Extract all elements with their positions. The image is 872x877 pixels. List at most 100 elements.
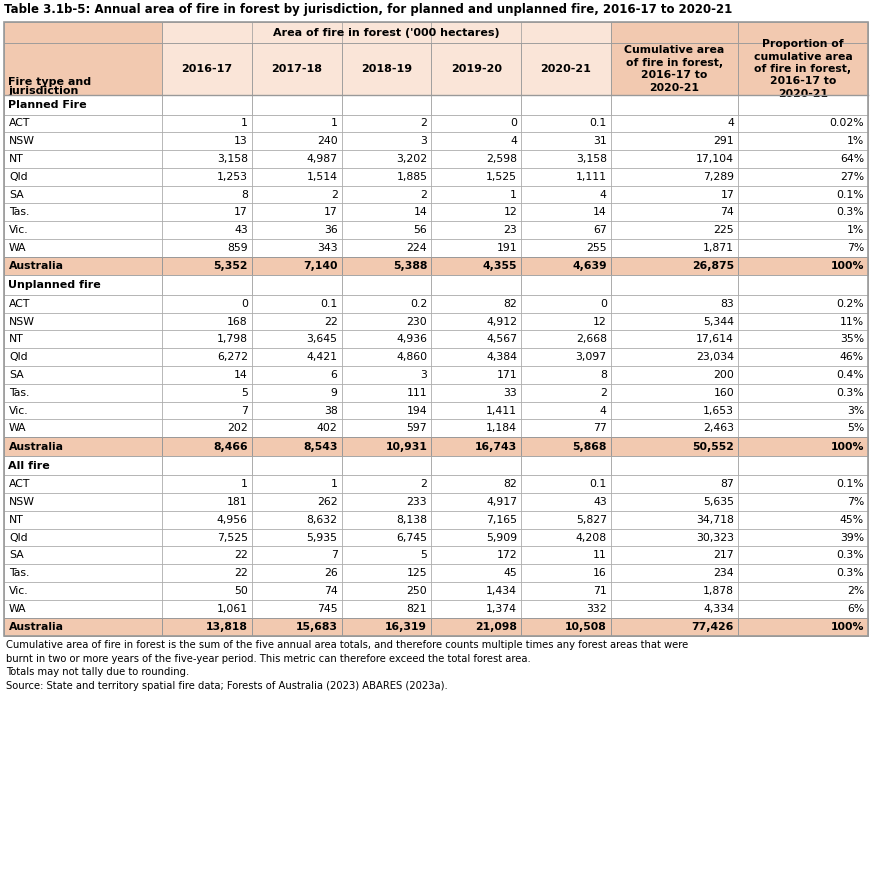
Bar <box>342 384 432 402</box>
Bar <box>4 257 162 275</box>
Bar <box>738 257 868 275</box>
Bar <box>342 331 432 348</box>
Bar <box>738 546 868 564</box>
Bar <box>162 275 252 295</box>
Bar <box>4 239 162 257</box>
Bar <box>738 295 868 313</box>
Text: Cumulative area of fire in forest is the sum of the five annual area totals, and: Cumulative area of fire in forest is the… <box>6 640 688 650</box>
Text: 13,818: 13,818 <box>206 622 248 632</box>
Text: NT: NT <box>9 154 24 164</box>
Bar <box>521 438 610 456</box>
Bar <box>162 257 252 275</box>
Bar <box>610 221 738 239</box>
Bar <box>252 115 342 132</box>
Text: 6: 6 <box>330 370 337 380</box>
Bar <box>252 150 342 168</box>
Text: Proportion of
cumulative area
of fire in forest,
2016-17 to
2020-21: Proportion of cumulative area of fire in… <box>753 39 853 99</box>
Bar <box>4 313 162 331</box>
Bar <box>432 43 521 95</box>
Text: 100%: 100% <box>830 622 864 632</box>
Text: Tas.: Tas. <box>9 388 30 398</box>
Bar <box>738 384 868 402</box>
Bar <box>252 493 342 511</box>
Bar <box>342 186 432 203</box>
Text: 12: 12 <box>593 317 607 326</box>
Bar <box>252 511 342 529</box>
Text: 191: 191 <box>496 243 517 253</box>
Bar <box>4 546 162 564</box>
Bar <box>521 582 610 600</box>
Bar <box>521 456 610 475</box>
Bar <box>738 475 868 493</box>
Bar <box>432 438 521 456</box>
Text: 14: 14 <box>593 207 607 217</box>
Bar <box>162 475 252 493</box>
Text: 4,567: 4,567 <box>486 334 517 345</box>
Text: 17: 17 <box>234 207 248 217</box>
Bar <box>738 203 868 221</box>
Bar <box>4 475 162 493</box>
Bar <box>738 186 868 203</box>
Text: 4,860: 4,860 <box>396 353 427 362</box>
Text: 16,319: 16,319 <box>385 622 427 632</box>
Bar <box>342 132 432 150</box>
Text: 291: 291 <box>713 136 734 146</box>
Bar <box>738 331 868 348</box>
Bar <box>432 313 521 331</box>
Text: 11%: 11% <box>840 317 864 326</box>
Text: 15,683: 15,683 <box>296 622 337 632</box>
Text: 4,384: 4,384 <box>486 353 517 362</box>
Text: 224: 224 <box>406 243 427 253</box>
Bar <box>162 546 252 564</box>
Text: NT: NT <box>9 334 24 345</box>
Text: 23: 23 <box>503 225 517 235</box>
Text: 8,543: 8,543 <box>303 441 337 452</box>
Bar <box>4 564 162 582</box>
Bar <box>738 132 868 150</box>
Bar <box>4 22 162 43</box>
Text: 2018-19: 2018-19 <box>361 64 412 74</box>
Bar <box>738 617 868 636</box>
Bar <box>252 313 342 331</box>
Bar <box>610 419 738 438</box>
Text: 1,514: 1,514 <box>307 172 337 182</box>
Text: 7: 7 <box>241 405 248 416</box>
Bar <box>432 546 521 564</box>
Text: ACT: ACT <box>9 299 31 309</box>
Bar <box>342 203 432 221</box>
Bar <box>521 186 610 203</box>
Text: 1,885: 1,885 <box>396 172 427 182</box>
Bar <box>610 600 738 617</box>
Text: WA: WA <box>9 424 27 433</box>
Text: 16,743: 16,743 <box>475 441 517 452</box>
Bar <box>342 617 432 636</box>
Bar <box>4 419 162 438</box>
Text: 22: 22 <box>234 551 248 560</box>
Text: 2: 2 <box>420 189 427 200</box>
Bar <box>4 221 162 239</box>
Bar <box>610 115 738 132</box>
Text: 8,138: 8,138 <box>396 515 427 524</box>
Text: 1: 1 <box>241 479 248 489</box>
Text: 8: 8 <box>241 189 248 200</box>
Text: 33: 33 <box>503 388 517 398</box>
Bar <box>342 221 432 239</box>
Text: 5,935: 5,935 <box>307 532 337 543</box>
Text: 0.4%: 0.4% <box>836 370 864 380</box>
Text: 0: 0 <box>510 118 517 128</box>
Text: 0.3%: 0.3% <box>836 207 864 217</box>
Bar <box>162 511 252 529</box>
Text: 22: 22 <box>234 568 248 578</box>
Bar <box>610 331 738 348</box>
Bar <box>610 43 738 95</box>
Bar <box>342 257 432 275</box>
Text: 16: 16 <box>593 568 607 578</box>
Text: 50: 50 <box>234 586 248 596</box>
Text: 4,917: 4,917 <box>486 497 517 507</box>
Bar <box>342 402 432 419</box>
Bar <box>610 275 738 295</box>
Text: 100%: 100% <box>830 441 864 452</box>
Text: Vic.: Vic. <box>9 225 29 235</box>
Text: 74: 74 <box>720 207 734 217</box>
Text: 2,598: 2,598 <box>486 154 517 164</box>
